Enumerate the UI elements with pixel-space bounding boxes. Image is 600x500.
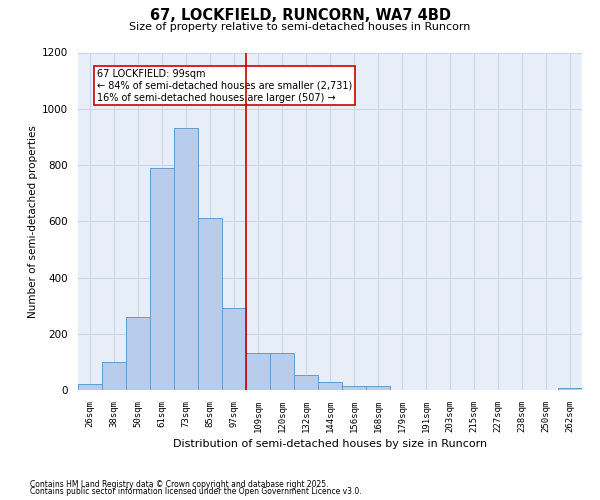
- Bar: [102, 362, 126, 390]
- Text: Contains public sector information licensed under the Open Government Licence v3: Contains public sector information licen…: [30, 487, 362, 496]
- X-axis label: Distribution of semi-detached houses by size in Runcorn: Distribution of semi-detached houses by …: [173, 439, 487, 449]
- Text: 67 LOCKFIELD: 99sqm
← 84% of semi-detached houses are smaller (2,731)
16% of sem: 67 LOCKFIELD: 99sqm ← 84% of semi-detach…: [97, 70, 352, 102]
- Text: Contains HM Land Registry data © Crown copyright and database right 2025.: Contains HM Land Registry data © Crown c…: [30, 480, 329, 489]
- Bar: [126, 317, 150, 390]
- Bar: [174, 128, 198, 390]
- Bar: [294, 374, 318, 390]
- Bar: [150, 168, 174, 390]
- Bar: [222, 308, 246, 390]
- Text: 67, LOCKFIELD, RUNCORN, WA7 4BD: 67, LOCKFIELD, RUNCORN, WA7 4BD: [149, 8, 451, 22]
- Bar: [78, 384, 102, 390]
- Bar: [318, 382, 342, 390]
- Bar: [366, 386, 390, 390]
- Bar: [558, 388, 582, 390]
- Y-axis label: Number of semi-detached properties: Number of semi-detached properties: [28, 125, 38, 318]
- Bar: [342, 386, 366, 390]
- Text: Size of property relative to semi-detached houses in Runcorn: Size of property relative to semi-detach…: [130, 22, 470, 32]
- Bar: [246, 354, 270, 390]
- Bar: [198, 218, 222, 390]
- Bar: [270, 354, 294, 390]
